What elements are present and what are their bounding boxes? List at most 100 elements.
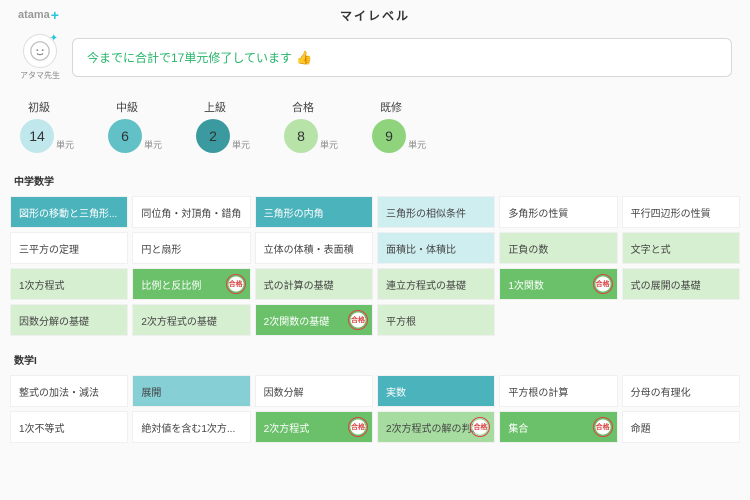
topic-label: 命題 [631, 420, 651, 435]
avatar-column: ✦ アタマ先生 [18, 34, 62, 81]
thumbs-up-icon: 👍 [296, 50, 312, 66]
topic-cell[interactable]: 平行四辺形の性質 [622, 196, 740, 228]
section-title: 数学I [0, 346, 750, 375]
topic-label: 因数分解の基礎 [19, 313, 89, 328]
topic-label: 多角形の性質 [508, 205, 568, 220]
stat-合格: 合格8単元 [284, 99, 338, 153]
pass-stamp-icon: 合格 [593, 417, 613, 437]
topic-cell[interactable]: 整式の加法・減法 [10, 375, 128, 407]
topic-cell[interactable]: 多角形の性質 [499, 196, 617, 228]
topic-label: 展開 [141, 384, 161, 399]
topic-label: 式の展開の基礎 [631, 277, 701, 292]
topic-cell[interactable]: 2次関数の基礎合格 [255, 304, 373, 336]
topic-grid: 図形の移動と三角形... 同位角・対頂角・錯角三角形の内角三角形の相似条件 多角形の… [0, 196, 750, 346]
topic-label: 同位角・対頂角・錯角 [141, 205, 241, 220]
topic-cell[interactable]: 正負の数 [499, 232, 617, 264]
stat-label: 既修 [380, 99, 402, 115]
topic-cell[interactable]: 三角形の内角 [255, 196, 373, 228]
topic-label: 2次方程式 [264, 420, 310, 435]
topic-cell[interactable]: 展開 [132, 375, 250, 407]
topic-cell[interactable]: 絶対値を含む1次方... [132, 411, 250, 443]
topic-cell[interactable]: 分母の有理化 [622, 375, 740, 407]
topic-cell[interactable]: 因数分解の基礎 [10, 304, 128, 336]
topic-cell[interactable]: 式の計算の基礎 [255, 268, 373, 300]
logo-text: atama [18, 9, 50, 21]
topic-cell[interactable]: 実数 [377, 375, 495, 407]
section-title: 中学数学 [0, 167, 750, 196]
topic-grid: 整式の加法・減法 展開 因数分解 実数 平方根の計算 分母の有理化 1次不等式 絶対値を含む1… [0, 375, 750, 453]
topic-cell[interactable]: 2次方程式の基礎 [132, 304, 250, 336]
speech-text: 今までに合計で17単元修了しています [87, 49, 292, 66]
topic-label: 図形の移動と三角形... [19, 205, 117, 220]
topic-cell[interactable]: 2次方程式 合格 [255, 411, 373, 443]
stat-中級: 中級 6単元 [108, 99, 162, 153]
topic-label: 比例と反比例 [141, 277, 201, 292]
topic-label: 式の計算の基礎 [264, 277, 334, 292]
topic-label: 三平方の定理 [19, 241, 79, 256]
stat-circle: 8 [284, 119, 318, 153]
topic-cell[interactable]: 因数分解 [255, 375, 373, 407]
topic-cell[interactable]: 1次方程式 [10, 268, 128, 300]
stat-unit: 単元 [320, 138, 338, 151]
topic-label: 1次関数 [508, 277, 544, 292]
topic-cell[interactable]: 2次方程式の解の判別合格 [377, 411, 495, 443]
topic-label: 因数分解 [264, 384, 304, 399]
topic-label: 1次不等式 [19, 420, 65, 435]
topic-cell[interactable]: 図形の移動と三角形... [10, 196, 128, 228]
topic-label: 立体の体積・表面積 [264, 241, 354, 256]
stat-body: 2単元 [196, 119, 250, 153]
stat-circle: 9 [372, 119, 406, 153]
app-logo: atama+ [18, 7, 59, 23]
message-row: ✦ アタマ先生 今までに合計で17単元修了しています 👍 [0, 30, 750, 91]
pass-stamp-icon: 合格 [226, 274, 246, 294]
topic-label: 分母の有理化 [631, 384, 691, 399]
stat-circle: 2 [196, 119, 230, 153]
pass-stamp-icon: 合格 [470, 417, 490, 437]
avatar-label: アタマ先生 [20, 70, 60, 81]
topic-label: 平方根の計算 [508, 384, 568, 399]
topic-label: 文字と式 [631, 241, 671, 256]
stat-label: 中級 [116, 99, 138, 115]
topic-label: 整式の加法・減法 [19, 384, 99, 399]
topic-cell[interactable]: 面積比・体積比 [377, 232, 495, 264]
topic-cell[interactable]: 1次関数 合格 [499, 268, 617, 300]
topic-cell[interactable]: 式の展開の基礎 [622, 268, 740, 300]
topic-cell[interactable]: 平方根 [377, 304, 495, 336]
topic-cell[interactable]: 三角形の相似条件 [377, 196, 495, 228]
topic-cell[interactable]: 円と扇形 [132, 232, 250, 264]
topic-cell[interactable]: 比例と反比例 合格 [132, 268, 250, 300]
topic-cell[interactable]: 文字と式 [622, 232, 740, 264]
stat-body: 14単元 [20, 119, 74, 153]
topic-label: 2次関数の基礎 [264, 313, 330, 328]
topic-cell[interactable]: 平方根の計算 [499, 375, 617, 407]
stat-label: 上級 [204, 99, 226, 115]
topic-cell[interactable]: 三平方の定理 [10, 232, 128, 264]
stat-circle: 14 [20, 119, 54, 153]
topic-label: 2次方程式の解の判別 [386, 420, 482, 435]
pass-stamp-icon: 合格 [593, 274, 613, 294]
topic-label: 正負の数 [508, 241, 548, 256]
topic-label: 三角形の相似条件 [386, 205, 466, 220]
topic-cell[interactable]: 1次不等式 [10, 411, 128, 443]
topic-label: 2次方程式の基礎 [141, 313, 217, 328]
topic-cell[interactable]: 連立方程式の基礎 [377, 268, 495, 300]
topic-cell[interactable]: 集合合格 [499, 411, 617, 443]
stat-unit: 単元 [144, 138, 162, 151]
pass-stamp-icon: 合格 [348, 417, 368, 437]
app-header: atama+ マイレベル [0, 0, 750, 30]
topic-cell[interactable]: 立体の体積・表面積 [255, 232, 373, 264]
stat-body: 9単元 [372, 119, 426, 153]
topic-cell[interactable]: 同位角・対頂角・錯角 [132, 196, 250, 228]
stat-初級: 初級14単元 [20, 99, 74, 153]
topic-cell[interactable]: 命題 [622, 411, 740, 443]
spark-icon: ✦ [50, 33, 58, 44]
topic-label: 実数 [386, 384, 406, 399]
sections-container: 中学数学図形の移動と三角形... 同位角・対頂角・錯角三角形の内角三角形の相似条件… [0, 167, 750, 453]
level-stats: 初級14単元中級6単元上級2単元合格8単元既修9単元 [0, 91, 750, 167]
speech-bubble: 今までに合計で17単元修了しています 👍 [72, 38, 732, 77]
teacher-avatar: ✦ [23, 34, 57, 68]
stat-body: 6単元 [108, 119, 162, 153]
logo-plus: + [51, 7, 59, 23]
topic-label: 連立方程式の基礎 [386, 277, 466, 292]
topic-label: 平方根 [386, 313, 416, 328]
